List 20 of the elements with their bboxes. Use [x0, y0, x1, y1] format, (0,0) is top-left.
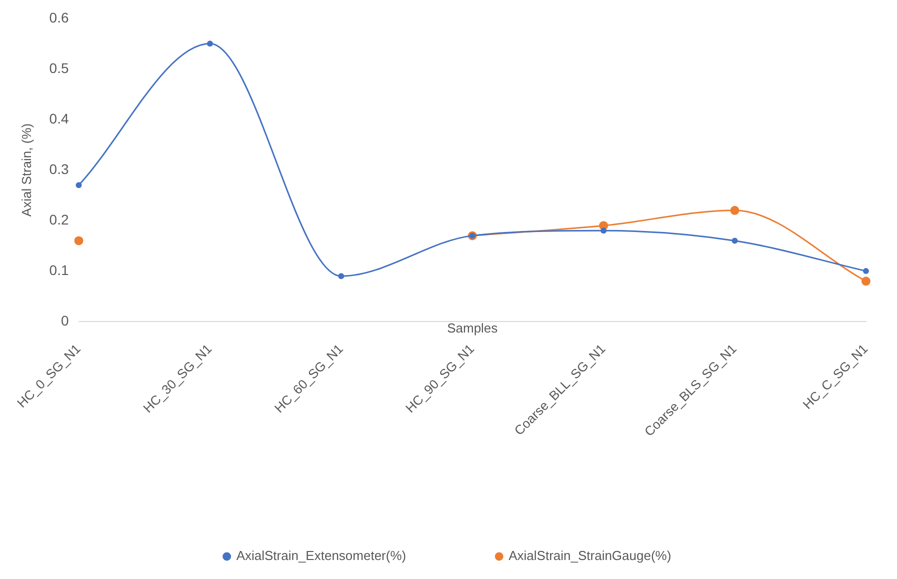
- point: [861, 276, 870, 286]
- y-tick-label: 0: [60, 312, 69, 328]
- point: [338, 273, 344, 280]
- y-tick-label: 0.2: [49, 211, 69, 228]
- point: [206, 40, 213, 47]
- point: [600, 228, 607, 234]
- y-axis-title: Axial Strain, (%): [19, 123, 34, 217]
- point: [862, 268, 869, 274]
- point: [732, 238, 738, 244]
- y-tick-label: 0.4: [49, 110, 69, 126]
- y-tick-label: 0.5: [49, 60, 69, 76]
- point: [730, 206, 740, 215]
- y-tick-label: 0.3: [49, 160, 69, 177]
- x-axis-title: Samples: [447, 320, 498, 336]
- legend-label: AxialStrain_Extensometer(%): [236, 548, 406, 564]
- point: [76, 182, 82, 188]
- y-tick-label: 0.6: [49, 9, 69, 26]
- point: [74, 236, 84, 246]
- y-tick-label: 0.1: [49, 262, 69, 278]
- legend-label: AxialStrain_StrainGauge(%): [508, 548, 672, 564]
